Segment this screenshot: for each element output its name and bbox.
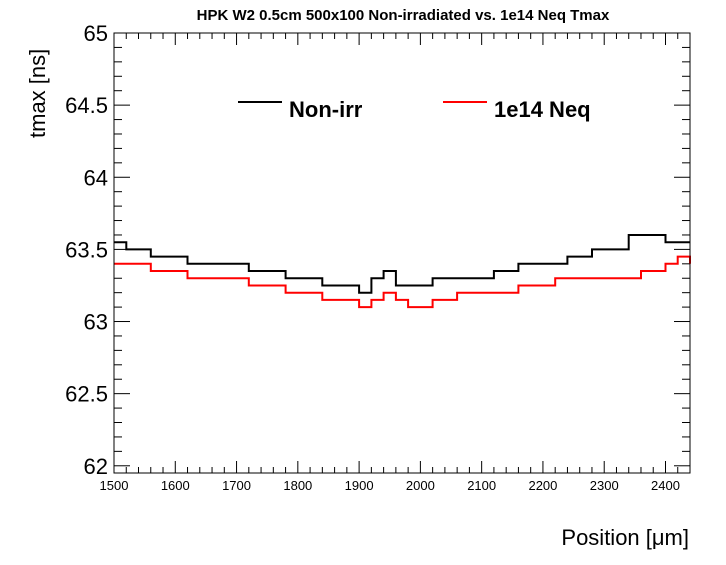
- legend-label: Non-irr: [289, 97, 363, 122]
- x-tick-label: 2100: [467, 478, 496, 493]
- series-line-1e14-neq: [114, 255, 691, 309]
- axis-ticks: [113, 32, 691, 473]
- legend-label: 1e14 Neq: [494, 97, 591, 122]
- x-tick-label: 1900: [345, 478, 374, 493]
- x-tick-label: 2200: [528, 478, 557, 493]
- series-layer: [114, 234, 691, 309]
- x-tick-label: 2300: [590, 478, 619, 493]
- y-tick-label: 62.5: [65, 382, 108, 407]
- y-tick-label: 62: [84, 454, 108, 479]
- x-tick-label: 2000: [406, 478, 435, 493]
- x-tick-label: 1600: [161, 478, 190, 493]
- chart-title: HPK W2 0.5cm 500x100 Non-irradiated vs. …: [197, 7, 610, 24]
- y-tick-label: 64: [84, 165, 108, 190]
- y-axis-label: tmax [ns]: [25, 49, 50, 138]
- series-line-non-irr: [114, 234, 690, 294]
- plot-frame: [113, 32, 691, 474]
- y-tick-label: 65: [84, 21, 108, 46]
- x-tick-label: 1700: [222, 478, 251, 493]
- x-tick-label: 1800: [283, 478, 312, 493]
- y-tick-label: 63.5: [65, 237, 108, 262]
- x-tick-labels: 1500 1600 1700 1800 1900 2000 2100 2200 2300 2400: [100, 478, 680, 493]
- x-tick-label: 2400: [651, 478, 680, 493]
- y-tick-label: 64.5: [65, 93, 108, 118]
- legend: Non-irr 1e14 Neq: [238, 97, 591, 122]
- x-axis-label: Position [μm]: [561, 525, 689, 550]
- x-tick-label: 1500: [100, 478, 129, 493]
- y-tick-label: 63: [84, 310, 108, 335]
- y-tick-labels: 62 62.5 63 63.5 64 64.5 65: [65, 21, 108, 479]
